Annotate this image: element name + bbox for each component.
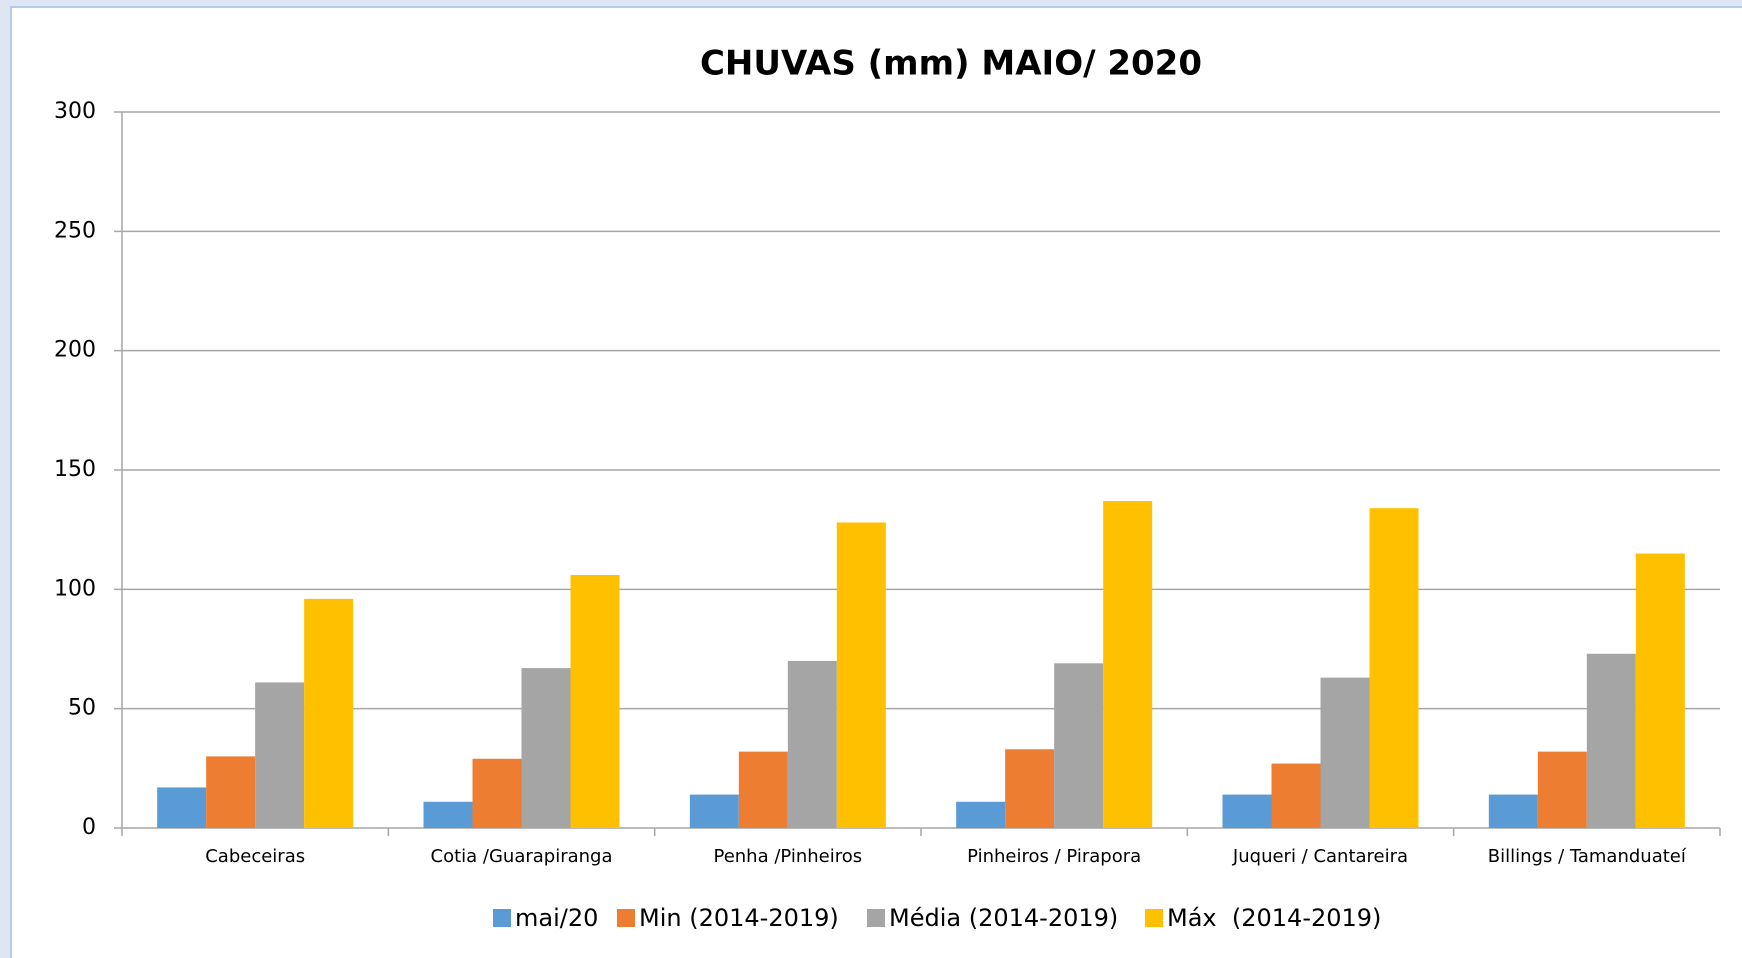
bar (1222, 794, 1272, 828)
y-tick-label: 100 (54, 576, 96, 601)
bar (1320, 677, 1370, 828)
bar (1005, 749, 1055, 828)
bar (304, 598, 354, 828)
legend-label: mai/20 (515, 904, 598, 932)
x-tick-label: Penha /Pinheiros (713, 846, 862, 867)
bar (787, 660, 837, 828)
y-tick-label: 150 (54, 457, 96, 482)
x-tick-label: Billings / Tamanduateí (1488, 846, 1687, 867)
bar (738, 751, 788, 828)
bar (1635, 553, 1685, 828)
chart-title: CHUVAS (mm) MAIO/ 2020 (700, 44, 1202, 84)
legend-swatch (617, 909, 635, 927)
bar (255, 682, 305, 828)
x-tick-label: Cotia /Guarapiranga (431, 846, 613, 867)
bar (1537, 751, 1587, 828)
bar (956, 801, 1006, 828)
bar (521, 668, 571, 828)
x-tick-label: Cabeceiras (205, 846, 305, 867)
y-tick-label: 50 (68, 696, 96, 721)
y-tick-label: 200 (54, 338, 96, 363)
x-tick-label: Juqueri / Cantareira (1232, 846, 1408, 867)
bar (1103, 501, 1153, 828)
bar (423, 801, 473, 828)
y-tick-label: 300 (54, 99, 96, 124)
legend-swatch (1145, 909, 1163, 927)
bar (1271, 763, 1321, 828)
bar (1488, 794, 1538, 828)
bar (1586, 653, 1636, 828)
bar (689, 794, 739, 828)
bar (472, 758, 522, 828)
bar (570, 575, 620, 828)
bar (836, 522, 886, 828)
legend-swatch (867, 909, 885, 927)
y-tick-label: 0 (82, 815, 96, 840)
x-tick-label: Pinheiros / Pirapora (967, 846, 1141, 867)
legend-swatch (493, 909, 511, 927)
bar (206, 756, 256, 828)
legend-label: Média (2014-2019) (889, 904, 1118, 932)
bar (157, 787, 207, 828)
legend-label: Min (2014-2019) (639, 904, 839, 932)
bar (1054, 663, 1104, 828)
y-tick-label: 250 (54, 218, 96, 243)
bar (1369, 508, 1419, 828)
legend-label: Máx (2014-2019) (1167, 904, 1381, 932)
